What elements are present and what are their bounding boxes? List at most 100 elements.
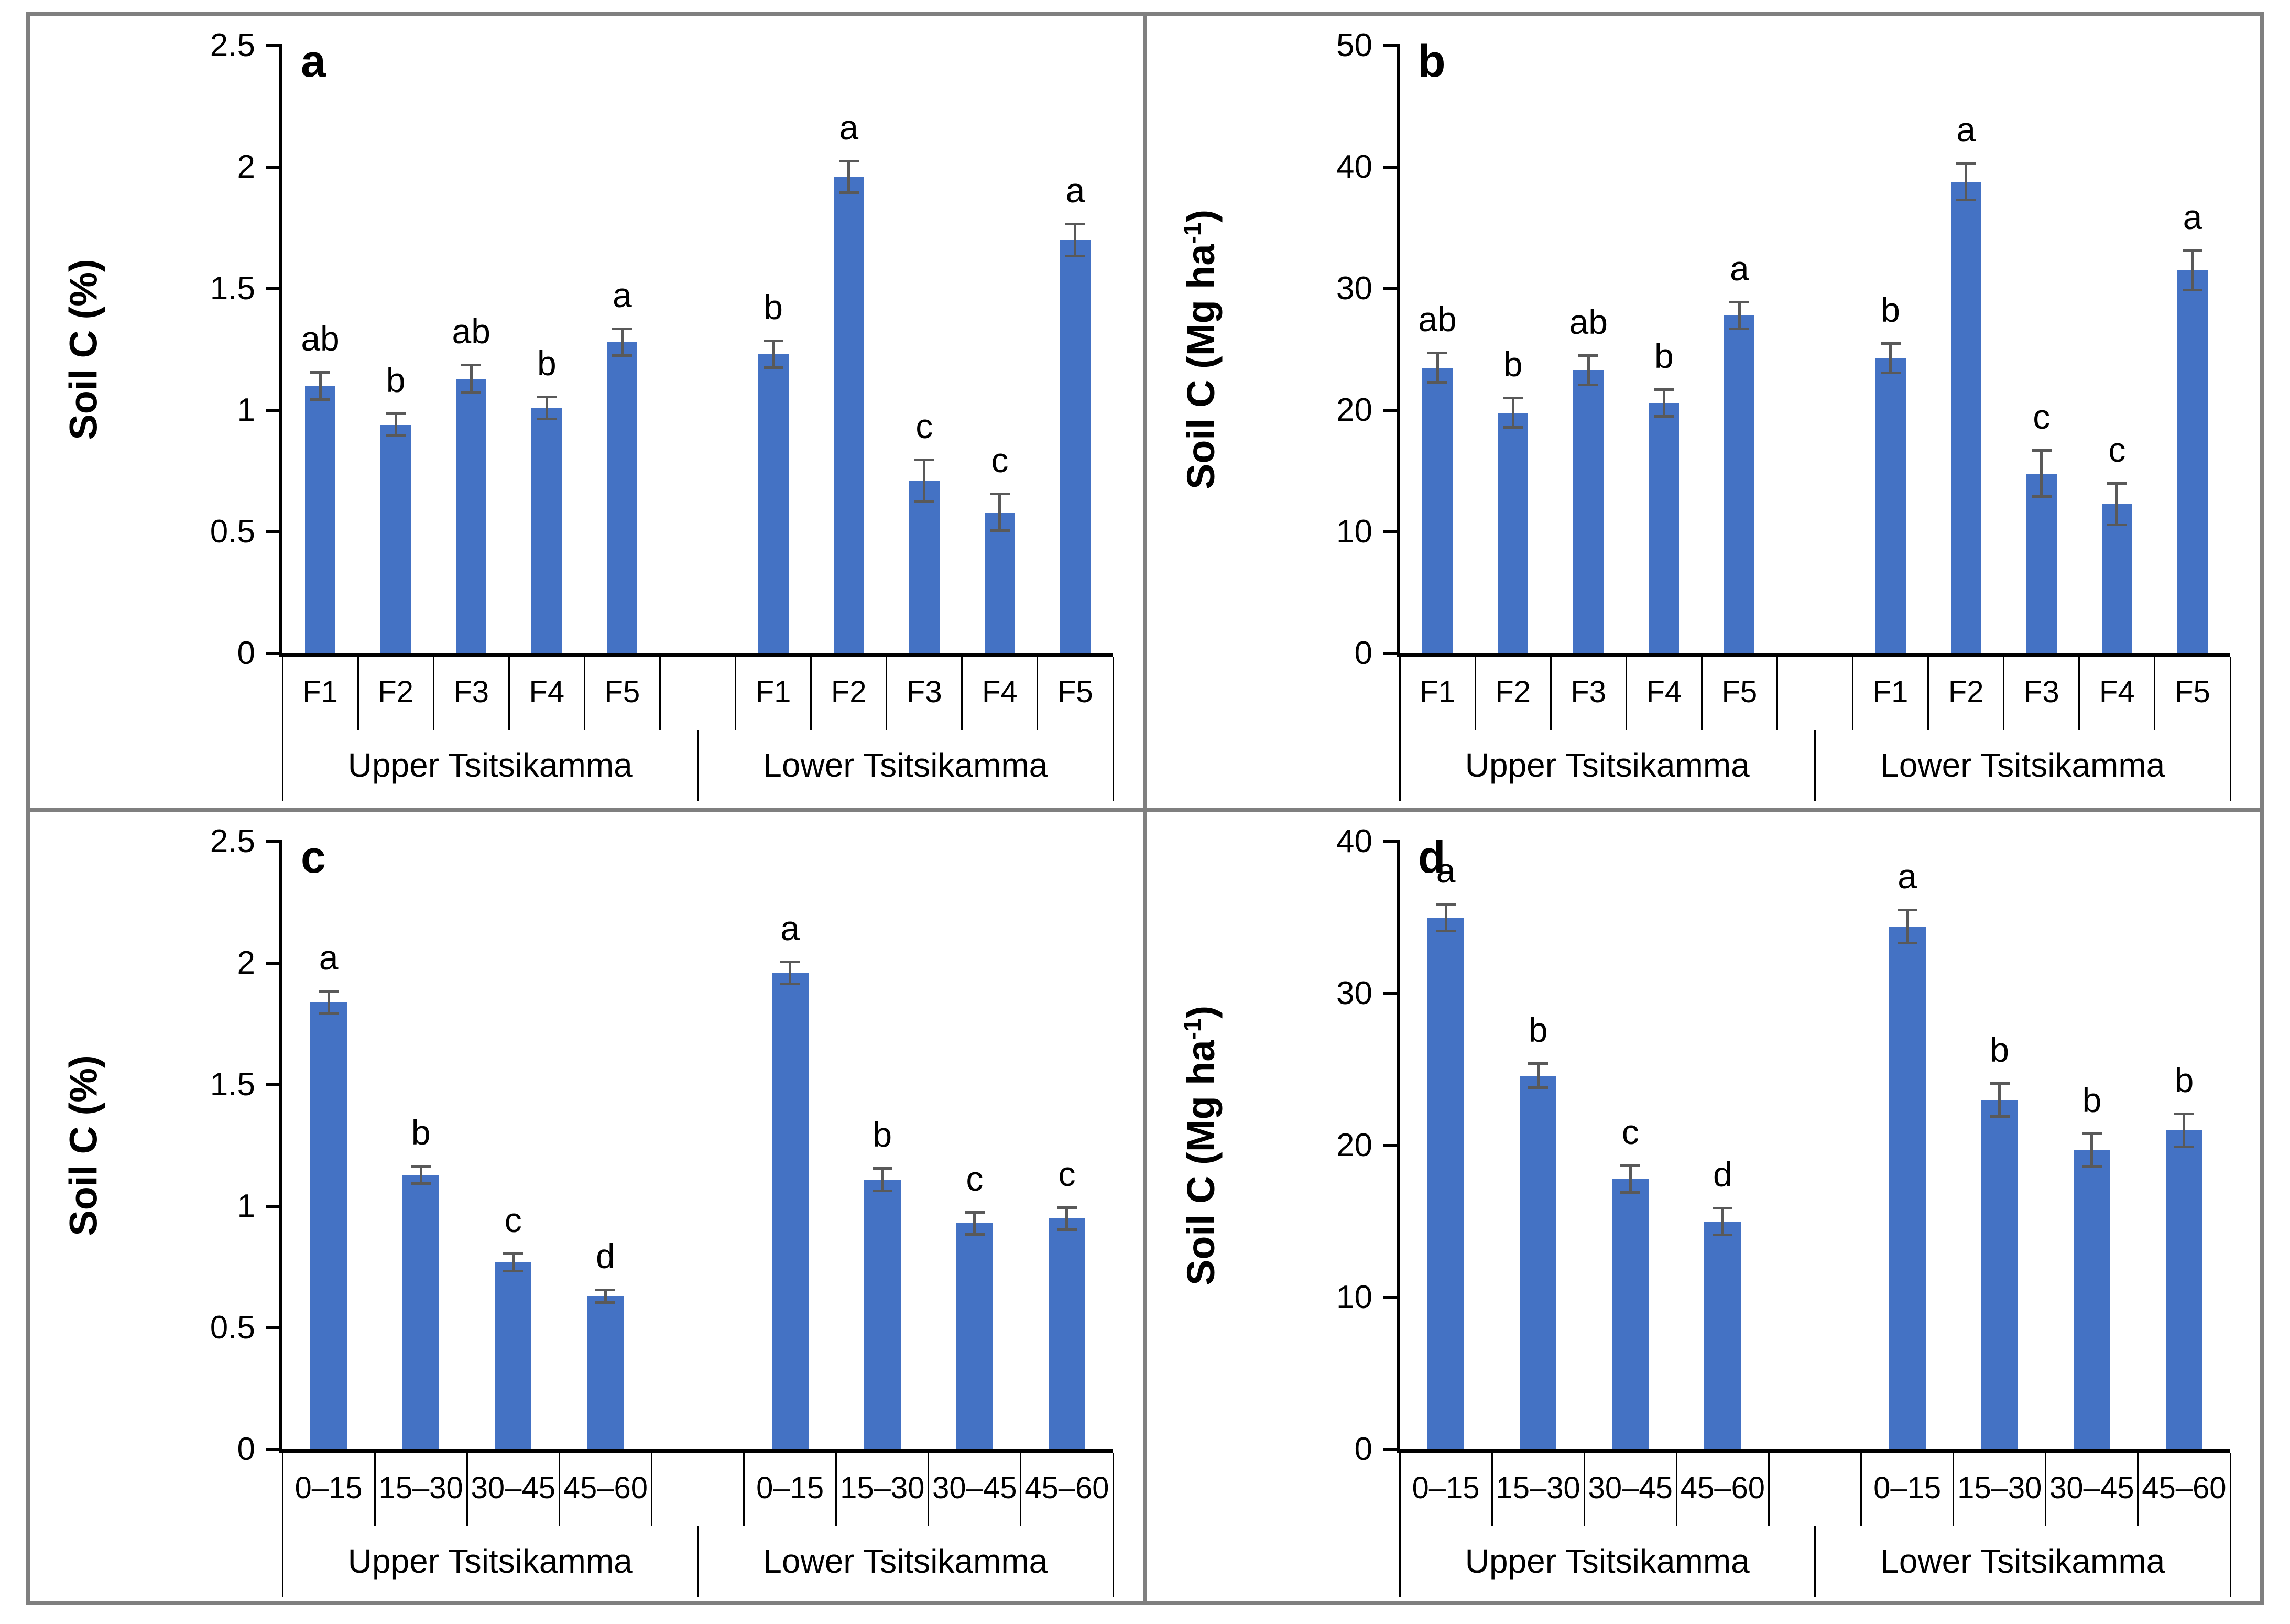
y-tick-mark: [266, 44, 282, 47]
bar: [1573, 370, 1604, 653]
category-label: 0–15: [1873, 1471, 1942, 1505]
category-label: F5: [604, 675, 640, 709]
category-cell-separator: [1112, 1453, 1114, 1526]
category-cell-separator: [357, 657, 359, 730]
bar: [587, 1296, 624, 1449]
panel-letter: a: [301, 36, 326, 86]
category-cell-separator: [1112, 657, 1114, 730]
y-tick-label: 0.5: [210, 514, 255, 550]
significance-letter: b: [873, 1115, 892, 1154]
category-label: F3: [2023, 675, 2059, 709]
category-cell-separator: [1953, 1453, 1955, 1526]
error-bar-cap-top: [1056, 1206, 1077, 1209]
x-axis-line: [279, 653, 1113, 657]
significance-letter: ab: [1418, 300, 1457, 339]
error-bar-line: [604, 1291, 607, 1301]
significance-letter: ab: [301, 319, 340, 358]
error-bar-cap-bottom: [1503, 426, 1523, 429]
bar: [305, 386, 336, 653]
significance-letter: d: [596, 1237, 615, 1276]
y-tick-label: 1.5: [210, 270, 255, 307]
error-bar-line: [470, 366, 473, 391]
error-bar-line: [973, 1213, 976, 1234]
error-bar-cap-top: [1427, 352, 1448, 355]
category-label: F4: [2099, 675, 2135, 709]
significance-letter: b: [1990, 1030, 2010, 1069]
category-cell-separator: [2045, 1453, 2047, 1526]
group-cell-separator: [1112, 1526, 1114, 1597]
significance-letter: ab: [1569, 302, 1608, 341]
panel-letter: b: [1418, 36, 1446, 86]
significance-letter: a: [1730, 248, 1749, 288]
error-bar-cap-top: [1729, 300, 1750, 303]
error-bar-line: [419, 1167, 422, 1182]
error-bar-cap-bottom: [1989, 1115, 2010, 1118]
error-bar-line: [847, 162, 850, 192]
category-cell-separator: [1550, 657, 1552, 730]
significance-letter: a: [1898, 857, 1917, 896]
error-bar-line: [1629, 1167, 1632, 1191]
error-bar-cap-top: [838, 159, 859, 162]
category-cell-separator: [1860, 1453, 1862, 1526]
error-bar-cap-bottom: [1880, 371, 1901, 374]
category-cell-separator: [2229, 1453, 2231, 1526]
bar: [1981, 1100, 2018, 1449]
y-tick-label: 1.5: [210, 1066, 255, 1103]
significance-letter: a: [613, 275, 632, 314]
error-bar-cap-top: [1713, 1206, 1733, 1209]
y-tick-label: 2.5: [210, 27, 255, 63]
error-bar-line: [2115, 484, 2119, 524]
significance-letter: c: [2033, 397, 2051, 436]
group-label: Lower Tsitsikamma: [1880, 746, 2165, 784]
bar: [456, 378, 487, 653]
error-bar-cap-bottom: [537, 417, 557, 420]
error-bar-cap-bottom: [989, 529, 1010, 532]
category-cell-separator: [1020, 1453, 1022, 1526]
y-axis-line: [1397, 840, 1400, 1453]
group-label: Lower Tsitsikamma: [763, 1542, 1048, 1580]
error-bar-cap-top: [964, 1211, 985, 1214]
category-cell-separator: [650, 1453, 652, 1526]
error-bar-line: [998, 495, 1001, 530]
y-tick-label: 0: [237, 1431, 255, 1467]
category-label: F3: [1571, 675, 1607, 709]
y-tick-mark: [266, 1205, 282, 1208]
bar: [1612, 1179, 1649, 1449]
category-cell-separator: [928, 1453, 930, 1526]
y-tick-label: 2: [237, 149, 255, 185]
bar: [1048, 1218, 1085, 1449]
error-bar-cap-top: [612, 327, 633, 330]
error-bar-cap-top: [503, 1252, 524, 1255]
error-bar-cap-bottom: [2031, 495, 2052, 498]
category-cell-separator: [2229, 657, 2231, 730]
y-tick-mark: [266, 1448, 282, 1451]
significance-letter: b: [1528, 1010, 1548, 1050]
significance-letter: c: [504, 1200, 522, 1239]
bar: [607, 342, 638, 653]
error-bar-line: [1965, 165, 1968, 199]
bar: [1889, 927, 1926, 1449]
category-cell-separator: [466, 1453, 468, 1526]
bar: [2177, 270, 2208, 653]
significance-letter: ab: [452, 312, 490, 351]
error-bar-line: [1998, 1085, 2001, 1115]
error-bar-cap-bottom: [386, 434, 406, 438]
error-bar-cap-bottom: [411, 1182, 431, 1185]
category-cell-separator: [659, 657, 661, 730]
significance-letter: b: [764, 288, 783, 327]
y-axis-title: Soil C (%): [61, 1055, 105, 1236]
error-bar-cap-top: [537, 395, 557, 398]
group-cell-separator: [2229, 1526, 2231, 1597]
error-bar-cap-bottom: [2174, 1146, 2194, 1148]
category-cell-separator: [508, 657, 510, 730]
significance-letter: b: [2082, 1080, 2102, 1119]
category-cell-separator: [1037, 657, 1039, 730]
error-bar-cap-top: [2174, 1113, 2194, 1115]
figure-frame: Soil C (%) 0 0.5 1 1.5 2 2.5 a ab b ab b a b a c c a F1 F2 F…: [26, 12, 2264, 1605]
error-bar-cap-top: [1897, 909, 1917, 912]
bar: [380, 424, 411, 653]
error-bar-line: [511, 1255, 515, 1270]
error-bar-cap-bottom: [838, 191, 859, 194]
error-bar-line: [1662, 390, 1665, 416]
y-axis-title-superscript: -1: [1179, 1018, 1206, 1040]
